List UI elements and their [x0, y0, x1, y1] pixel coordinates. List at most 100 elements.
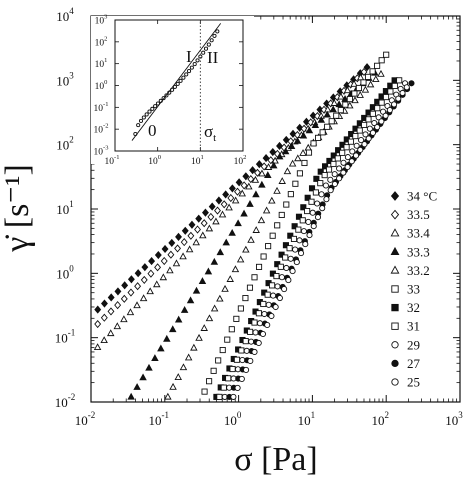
inset-x-tick-exponent: 1: [200, 154, 203, 161]
x-tick-exponent: -2: [88, 410, 96, 420]
data-point-series-10: [285, 277, 292, 284]
legend-marker-7: [391, 322, 399, 330]
data-point-series-1: [320, 105, 328, 114]
data-point-series-7: [321, 172, 328, 179]
data-point-series-7: [339, 149, 346, 156]
data-point-series-8: [309, 209, 316, 216]
data-point-series-10: [272, 303, 279, 311]
data-point-series-10: [357, 146, 364, 153]
data-point-series-8: [375, 114, 382, 121]
data-point-series-4: [216, 294, 224, 302]
data-point-series-10: [369, 129, 376, 136]
data-point-series-8: [300, 228, 307, 235]
data-point-series-5: [342, 101, 349, 108]
inset-data-point: [195, 58, 200, 63]
data-point-series-5: [283, 201, 290, 208]
data-point-series-8: [270, 292, 277, 299]
data-point-series-4: [221, 284, 229, 292]
data-point-series-4: [179, 363, 188, 371]
inset-label-zero: 0: [148, 121, 157, 140]
data-point-series-7: [330, 160, 337, 168]
data-point-series-1: [160, 256, 168, 266]
data-point-series-4: [273, 186, 281, 194]
legend-entry-label: 33.2: [407, 263, 430, 278]
data-point-series-0: [208, 202, 216, 211]
data-point-series-4: [210, 304, 219, 312]
legend-entry-label: 32: [407, 300, 420, 315]
data-point-series-4: [231, 265, 240, 273]
data-point-series-0: [363, 63, 371, 72]
data-point-series-5: [274, 222, 281, 229]
data-point-series-3: [180, 306, 189, 313]
data-point-series-7: [295, 226, 302, 233]
data-point-series-5: [278, 211, 285, 218]
data-point-series-7: [317, 180, 324, 187]
data-point-series-6: [313, 175, 320, 182]
data-point-series-3: [311, 121, 320, 129]
data-point-series-4: [226, 275, 234, 282]
data-point-series-8: [327, 176, 334, 183]
legend-entry-label: 29: [407, 337, 420, 352]
data-point-series-2: [139, 294, 148, 302]
data-point-series-10: [319, 205, 326, 212]
x-tick-exponent: 2: [384, 410, 389, 420]
data-point-series-2: [146, 287, 154, 295]
data-point-series-7: [378, 99, 385, 106]
data-point-series-2: [271, 156, 279, 164]
data-point-series-6: [304, 194, 311, 201]
data-point-series-1: [267, 156, 275, 165]
data-point-series-1: [127, 288, 135, 297]
data-point-series-2: [192, 238, 200, 246]
data-point-series-2: [231, 196, 240, 204]
data-point-series-3: [275, 152, 284, 160]
data-point-series-10: [259, 330, 267, 338]
data-point-series-0: [127, 275, 135, 284]
x-axis-label: σ [Pa]: [234, 441, 317, 478]
data-point-series-8: [278, 274, 285, 281]
data-point-series-8: [340, 159, 347, 166]
data-point-series-4: [236, 255, 245, 263]
legend-marker-2: [390, 228, 400, 237]
data-point-series-0: [175, 232, 182, 241]
inset-data-point: [212, 33, 217, 38]
data-point-series-7: [347, 138, 355, 145]
data-point-series-4: [299, 149, 307, 156]
data-point-series-0: [255, 160, 263, 169]
data-point-series-1: [167, 250, 175, 259]
data-point-series-2: [238, 189, 246, 197]
inset-sigma-subscript: t: [213, 132, 216, 144]
data-point-series-3: [228, 228, 236, 236]
data-point-series-3: [305, 126, 314, 134]
data-point-series-7: [220, 384, 227, 391]
data-point-series-0: [121, 281, 129, 290]
data-point-series-3: [186, 296, 195, 304]
inset-y-tick-exponent: 3: [104, 14, 107, 21]
inset-y-tick-exponent: -1: [103, 101, 108, 108]
legend-marker-0: [390, 191, 400, 201]
data-point-series-3: [252, 190, 260, 198]
y-tick-exponent: -1: [68, 328, 76, 338]
data-point-series-5: [369, 68, 376, 75]
inset-label-sigma: σt: [204, 122, 216, 144]
data-point-series-3: [293, 136, 302, 144]
data-point-series-1: [120, 294, 128, 303]
data-point-series-7: [391, 82, 398, 89]
legend-marker-3: [390, 246, 400, 255]
data-point-series-5: [324, 123, 331, 130]
data-point-series-7: [396, 77, 403, 84]
inset-data-point: [150, 106, 155, 111]
data-point-series-10: [374, 124, 381, 131]
x-tick-exponent: -1: [162, 410, 170, 420]
legend-entry-label: 27: [407, 356, 421, 371]
data-point-series-10: [310, 223, 317, 230]
data-point-series-1: [247, 175, 255, 184]
data-point-series-5: [315, 134, 322, 141]
data-point-series-4: [257, 216, 266, 224]
data-point-series-7: [242, 338, 249, 345]
data-point-series-0: [249, 166, 257, 175]
inset-data-point: [209, 38, 214, 43]
data-point-series-5: [219, 346, 226, 354]
data-point-series-3: [210, 257, 219, 265]
data-point-series-2: [159, 273, 168, 281]
